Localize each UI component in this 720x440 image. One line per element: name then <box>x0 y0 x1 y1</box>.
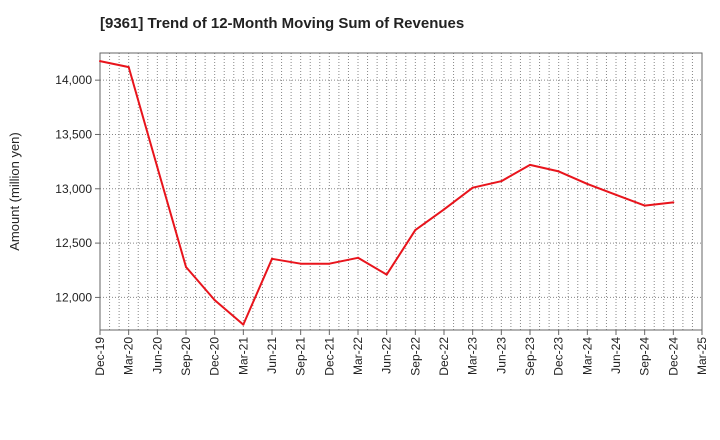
data-point <box>672 201 675 204</box>
x-tick-label: Mar-21 <box>236 337 250 375</box>
x-tick-label: Jun-22 <box>380 337 394 374</box>
plot-area <box>99 52 703 331</box>
x-tick-label: Jun-24 <box>609 337 623 374</box>
data-point <box>385 273 388 276</box>
series-group <box>99 60 675 326</box>
data-point <box>414 229 417 232</box>
x-tick-label: Dec-24 <box>666 337 680 376</box>
data-point <box>557 170 560 173</box>
x-tick-label: Jun-21 <box>265 337 279 374</box>
x-tick-label: Sep-20 <box>179 337 193 376</box>
x-tick-label: Mar-22 <box>351 337 365 375</box>
y-tick-label: 12,500 <box>55 236 92 250</box>
y-tick-label: 13,500 <box>55 127 92 141</box>
data-point <box>500 180 503 183</box>
data-point <box>299 262 302 265</box>
x-tick-label: Dec-22 <box>437 337 451 376</box>
chart-title: [9361] Trend of 12-Month Moving Sum of R… <box>100 15 465 32</box>
x-tick-label: Sep-22 <box>408 337 422 376</box>
y-tick-label: 12,000 <box>55 290 92 304</box>
y-axis-title: Amount (million yen) <box>7 132 22 251</box>
data-point <box>213 299 216 302</box>
data-point <box>615 193 617 196</box>
x-tick-label: Jun-20 <box>150 337 164 374</box>
data-point <box>127 66 130 69</box>
x-tick-label: Mar-20 <box>122 337 136 375</box>
series-line <box>99 60 674 326</box>
x-tick-label: Jun-23 <box>494 337 508 374</box>
x-tick-label: Sep-24 <box>638 337 652 376</box>
data-point <box>271 257 273 260</box>
grid-lines <box>100 53 702 330</box>
x-tick-label: Sep-23 <box>523 337 537 376</box>
x-tick-label: Mar-23 <box>466 337 480 375</box>
data-point <box>443 208 445 211</box>
x-axis-ticks: Dec-19 Mar-20 Jun-20 Sep-20 Dec-20 Mar-21 Jun-… <box>93 330 709 376</box>
data-point <box>328 262 331 265</box>
data-point <box>185 265 187 268</box>
data-point <box>99 60 101 63</box>
x-tick-label: Dec-21 <box>322 337 336 376</box>
data-point <box>357 256 359 259</box>
y-tick-label: 14,000 <box>55 73 92 87</box>
x-tick-label: Dec-23 <box>552 337 566 376</box>
data-point <box>643 204 646 207</box>
y-tick-label: 13,000 <box>55 182 92 196</box>
x-tick-label: Mar-25 <box>695 337 709 375</box>
data-point <box>586 182 589 185</box>
x-tick-label: Mar-24 <box>580 337 594 375</box>
data-point <box>242 323 245 326</box>
data-point <box>156 166 159 169</box>
data-point <box>471 186 474 189</box>
x-tick-label: Dec-20 <box>208 337 222 376</box>
y-axis-ticks: 12,000 12,500 13,000 13,500 14,000 <box>55 73 100 304</box>
data-point <box>529 163 531 166</box>
x-tick-label: Sep-21 <box>294 337 308 376</box>
x-tick-label: Dec-19 <box>93 337 107 376</box>
